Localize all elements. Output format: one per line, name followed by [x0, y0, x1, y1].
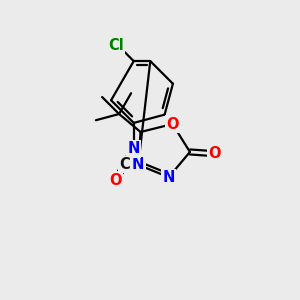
Text: N: N: [128, 141, 140, 156]
Text: O: O: [208, 146, 221, 161]
Text: Cl: Cl: [108, 38, 124, 53]
Text: O: O: [110, 172, 122, 188]
Text: C: C: [119, 157, 130, 172]
Text: O: O: [166, 116, 179, 131]
Text: N: N: [163, 170, 175, 185]
Text: N: N: [132, 157, 144, 172]
